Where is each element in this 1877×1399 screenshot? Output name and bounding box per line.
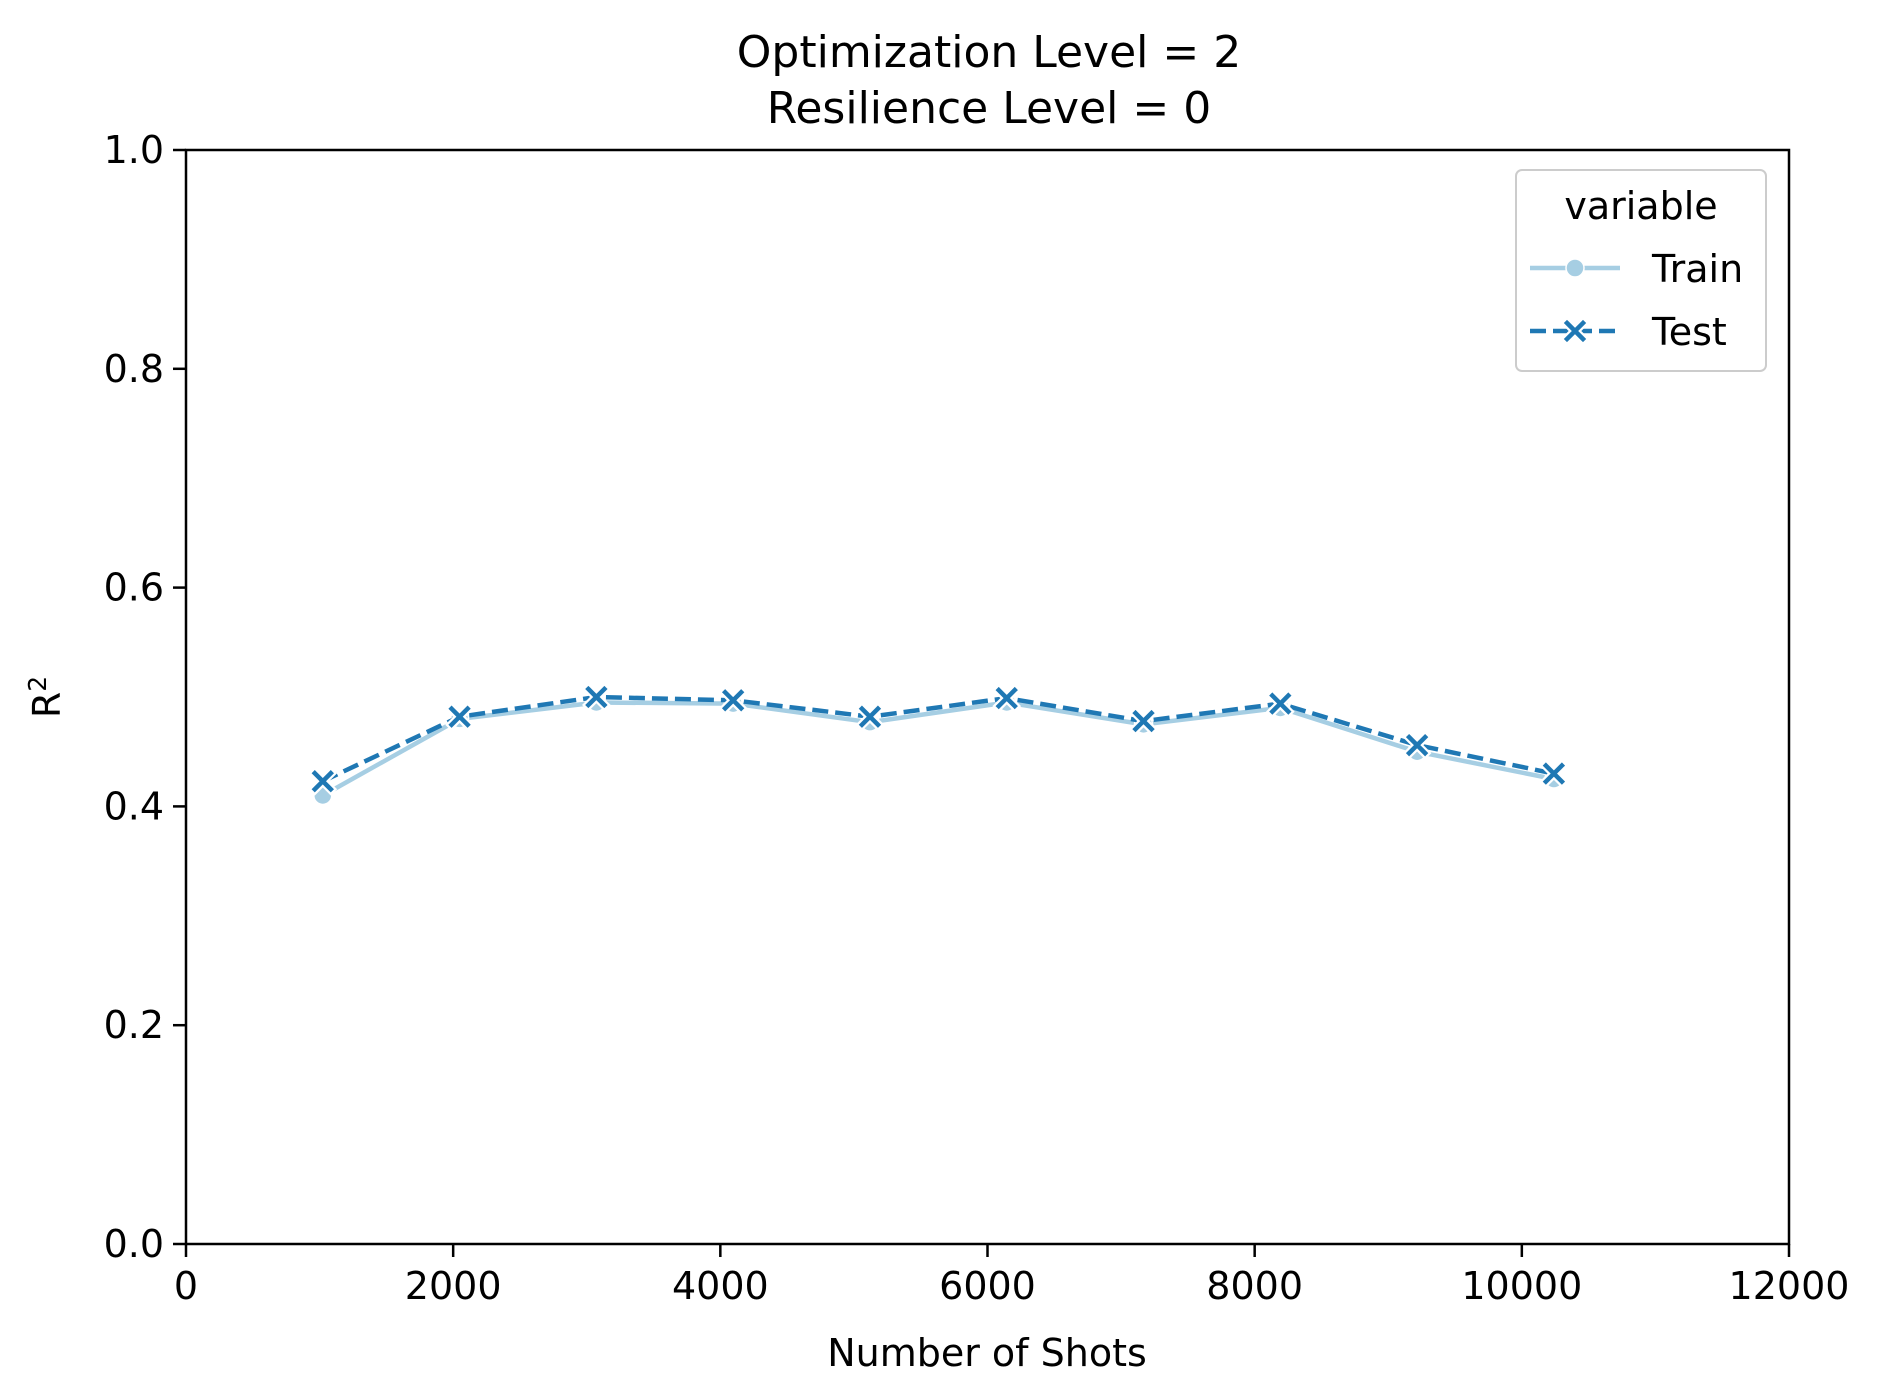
legend-entry-test: Test [1530,310,1727,354]
y-tick-label: 0.8 [104,347,164,391]
data-point-x [1132,709,1155,733]
data-point-test [855,702,885,732]
legend-test-marker-x [1563,319,1587,343]
legend-box [1515,169,1767,372]
chart-title-line-2: Resilience Level = 0 [767,83,1211,134]
data-point-test [1265,689,1295,718]
data-point-test [445,702,474,732]
x-axis: 0 2000 4000 6000 8000 10000 12000 [174,1244,1850,1308]
legend-train-marker [1565,258,1585,278]
x-tick-label: 12000 [1729,1264,1850,1308]
y-tick-label: 0.6 [104,566,164,610]
legend-title: variable [1564,184,1717,228]
data-point-x [1542,762,1566,785]
data-point-x [448,705,471,728]
legend: variable Train Test [1515,169,1767,372]
y-axis-label: R [25,692,69,718]
series-line-test [321,694,1555,784]
data-point-test [992,683,1022,713]
series-test [308,682,1569,796]
y-axis-label-superscript: 2 [23,676,52,692]
x-tick-label: 0 [174,1264,198,1308]
series-layer [308,682,1569,806]
data-point-test [582,682,611,712]
legend-test-label: Test [1651,310,1727,354]
data-point-x [1405,733,1429,757]
data-point-test [1539,759,1569,788]
series-line-train [321,700,1555,798]
data-point-test [308,766,338,796]
x-tick-label: 4000 [672,1264,769,1308]
svg-text:R2: R2 [23,676,69,718]
data-point-x [311,770,334,793]
data-point-x [585,685,608,709]
x-tick-label: 10000 [1461,1264,1582,1308]
data-point-x [995,686,1018,710]
y-axis: 0.0 0.2 0.4 0.6 0.8 1.0 [104,128,186,1266]
y-tick-label: 0.2 [104,1003,164,1047]
x-axis-label: Number of Shots [827,1331,1147,1375]
data-point-test [1402,730,1432,760]
x-tick-label: 8000 [1206,1264,1303,1308]
x-tick-label: 2000 [405,1264,502,1308]
y-tick-label: 1.0 [104,128,164,172]
y-tick-label: 0.4 [104,784,164,828]
legend-entry-train: Train [1530,247,1743,291]
data-point-x [1269,692,1292,715]
data-point-test [1129,706,1158,736]
data-point-x [721,689,745,712]
legend-train-label: Train [1651,247,1743,291]
data-point-x [858,705,882,728]
y-axis-label-group: R2 [23,676,69,718]
x-tick-label: 6000 [939,1264,1036,1308]
y-tick-label: 0.0 [104,1222,164,1266]
chart-title-line-1: Optimization Level = 2 [737,27,1241,78]
data-point-test [718,685,748,715]
